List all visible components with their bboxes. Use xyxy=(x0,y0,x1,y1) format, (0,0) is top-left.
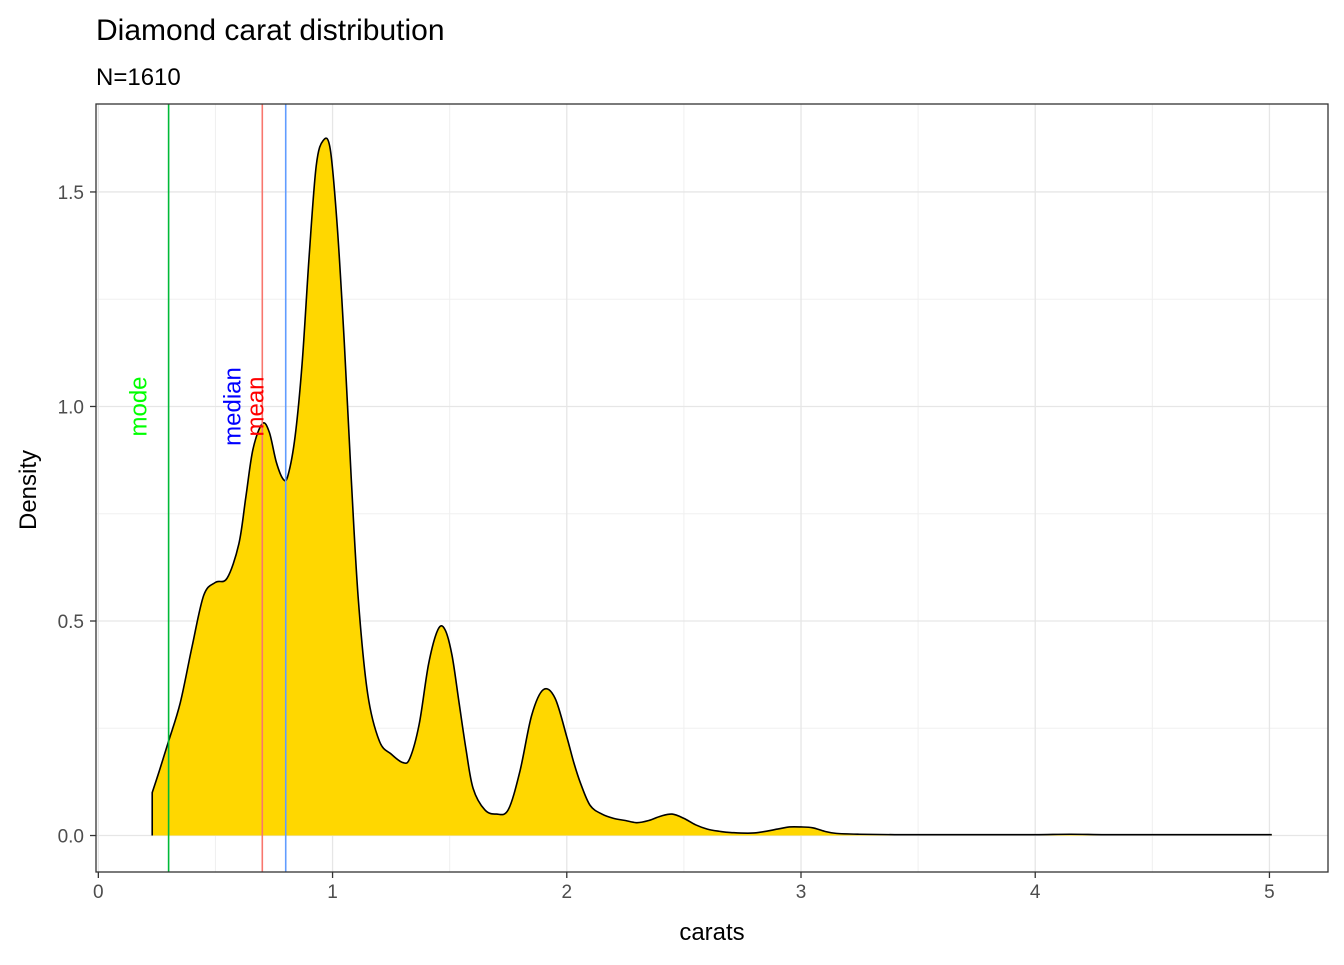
chart-subtitle: N=1610 xyxy=(96,64,181,91)
grid-minor xyxy=(96,104,1328,872)
x-tick-label: 3 xyxy=(796,882,807,903)
density-area xyxy=(152,138,1272,836)
x-tick-label: 0 xyxy=(93,882,104,903)
x-tick-label: 1 xyxy=(327,882,338,903)
ref-label-mean: mean xyxy=(243,376,270,436)
x-axis: 0 1 2 3 4 5 xyxy=(93,872,1275,903)
x-tick-label: 4 xyxy=(1030,882,1041,903)
ref-label-median: median xyxy=(219,367,246,446)
ref-label-mode: mode xyxy=(126,376,153,436)
y-axis-label: Density xyxy=(15,450,42,530)
chart-title: Diamond carat distribution xyxy=(96,14,445,47)
y-tick-label: 0.5 xyxy=(58,612,84,633)
y-tick-label: 1.5 xyxy=(58,183,84,204)
x-tick-label: 2 xyxy=(561,882,572,903)
y-tick-label: 1.0 xyxy=(58,397,84,418)
y-tick-label: 0.0 xyxy=(58,827,84,848)
x-tick-label: 5 xyxy=(1264,882,1275,903)
density-line xyxy=(151,137,1272,836)
reference-lines xyxy=(167,104,287,872)
panel-border xyxy=(95,103,1329,873)
x-axis-label: carats xyxy=(679,919,744,946)
y-axis: 0.0 0.5 1.0 1.5 xyxy=(58,183,96,848)
